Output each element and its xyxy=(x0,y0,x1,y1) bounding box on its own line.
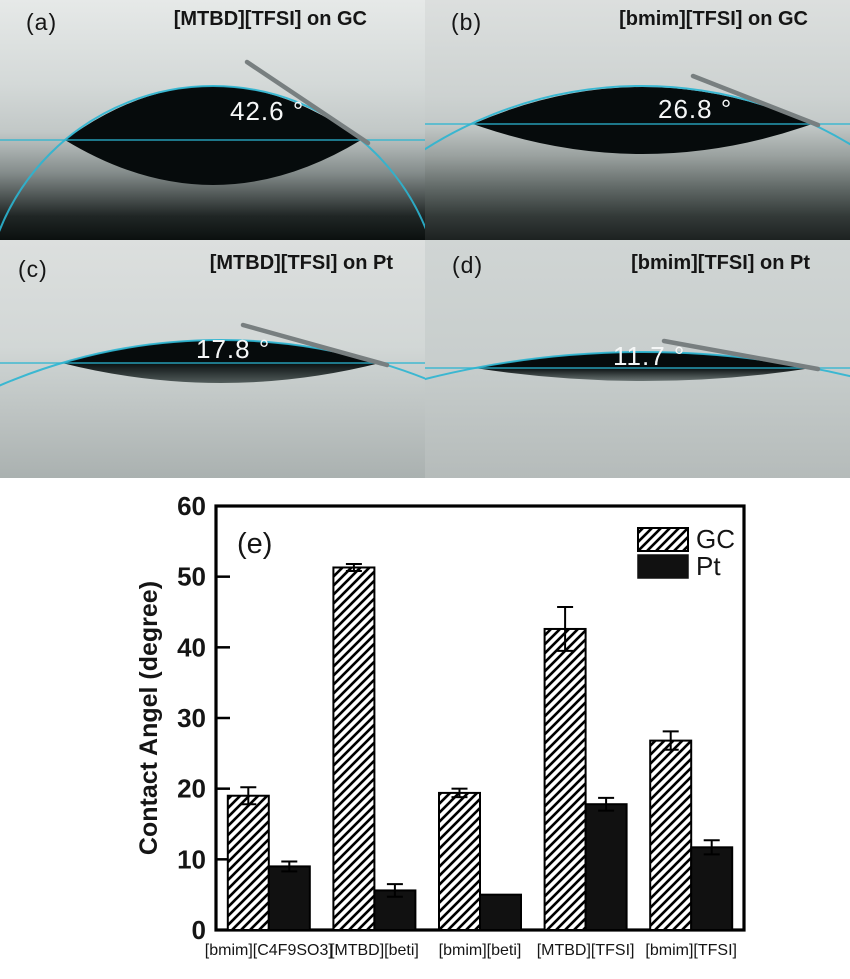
panel-letter: (c) xyxy=(18,256,48,282)
droplet-reflection xyxy=(475,368,812,381)
droplet-photo-d xyxy=(425,240,850,478)
photo-panel-d: (d) [bmim][TFSI] on Pt 11.7 ° xyxy=(425,240,850,478)
droplet-photo-b xyxy=(425,0,850,240)
photo-panel-a: (a) [MTBD][TFSI] on GC 42.6 ° xyxy=(0,0,425,240)
angle-readout: 11.7 ° xyxy=(613,341,686,371)
y-tick-label: 40 xyxy=(177,632,206,662)
angle-readout: 42.6 ° xyxy=(230,96,305,126)
chart-plot-area: 0 10 20 30 40 50 60 [bmim][C4F9SO3][MTBD][beti]… xyxy=(177,491,737,959)
droplet-photo-a xyxy=(0,0,425,240)
angle-readout: 17.8 ° xyxy=(196,334,271,364)
y-tick-label: 50 xyxy=(177,562,206,592)
bar-pt-3 xyxy=(584,803,628,932)
legend: GC Pt xyxy=(637,524,735,581)
panel-title: [MTBD][TFSI] on Pt xyxy=(209,252,393,274)
y-tick-label: 30 xyxy=(177,703,206,733)
tangent-line xyxy=(661,338,821,372)
bar-gc-0 xyxy=(226,794,270,931)
panel-letter: (a) xyxy=(26,9,58,35)
y-axis-label: Contact Angel (degree) xyxy=(135,581,163,855)
droplet-reflection xyxy=(62,363,380,383)
legend-swatch-pt xyxy=(637,554,689,579)
x-category-label: [bmim][beti] xyxy=(439,942,522,959)
fit-circle-overlay xyxy=(425,351,850,381)
droplet-photo-c xyxy=(0,240,425,478)
bar-pt-0 xyxy=(267,865,311,931)
photo-panel-b: (b) [bmim][TFSI] on GC 26.8 ° xyxy=(425,0,850,240)
y-tick-label: 0 xyxy=(192,915,206,945)
panel-letter: (d) xyxy=(452,252,484,278)
legend-label-gc: GC xyxy=(696,524,735,554)
bar-gc-4 xyxy=(649,739,693,932)
panel-letter: (b) xyxy=(451,9,483,35)
x-category-label: [bmim][TFSI] xyxy=(645,942,737,959)
bar-pt-2 xyxy=(479,893,522,931)
droplet-b xyxy=(473,87,812,154)
y-tick-label: 20 xyxy=(177,774,206,804)
contact-angle-bar-chart: (e) Contact Angel (degree) GC Pt 0 10 20 30… xyxy=(135,491,746,959)
tangent-line xyxy=(244,59,371,146)
bar-chart-panel: (e) Contact Angel (degree) GC Pt 0 10 20 30… xyxy=(0,478,850,979)
bar-gc-3 xyxy=(543,627,587,932)
x-category-label: [MTBD][TFSI] xyxy=(537,942,635,959)
panel-title: [MTBD][TFSI] on GC xyxy=(173,8,367,30)
panel-title: [bmim][TFSI] on Pt xyxy=(631,252,810,274)
bar-gc-1 xyxy=(332,566,376,931)
bar-gc-2 xyxy=(438,791,481,932)
photo-panel-c: (c) [MTBD][TFSI] on Pt 17.8 ° xyxy=(0,240,425,478)
legend-swatch-gc xyxy=(637,527,689,552)
x-category-label: [bmim][C4F9SO3] xyxy=(205,942,333,959)
x-category-label: [MTBD][beti] xyxy=(330,942,419,959)
fit-circle-overlay xyxy=(0,85,425,233)
tangent-line xyxy=(690,73,821,128)
panel-title: [bmim][TFSI] on GC xyxy=(619,8,808,30)
fit-circle-overlay xyxy=(0,339,425,387)
y-tick-label: 10 xyxy=(177,844,206,874)
chart-panel-label: (e) xyxy=(237,528,272,560)
droplet-a xyxy=(65,86,361,185)
bar-pt-4 xyxy=(690,846,734,932)
y-tick-label: 60 xyxy=(177,491,206,521)
tangent-line xyxy=(240,322,390,368)
angle-readout: 26.8 ° xyxy=(658,94,733,124)
fit-circle-overlay xyxy=(425,85,850,151)
legend-label-pt: Pt xyxy=(696,551,721,581)
